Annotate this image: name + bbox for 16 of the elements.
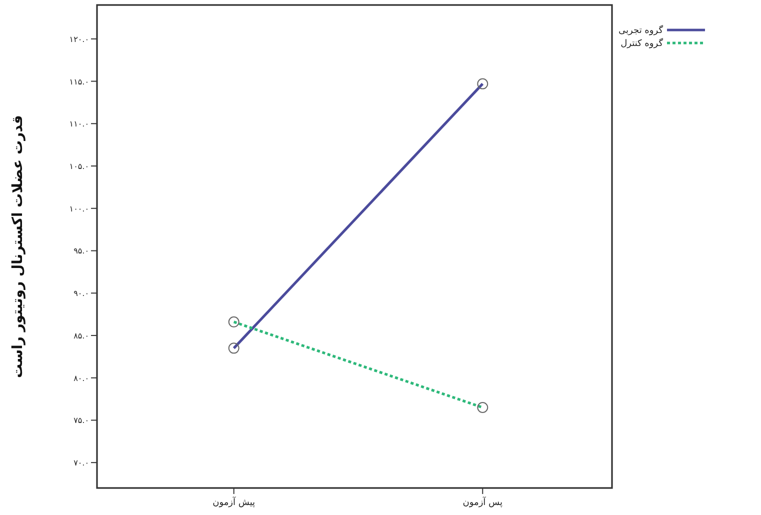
- legend-label: گروه کنترل: [620, 37, 664, 49]
- y-tick-label: ۹۵.۰: [74, 246, 89, 256]
- y-tick-label: ۱۰۰.۰: [69, 204, 89, 214]
- y-tick-label: ۸۵.۰: [74, 331, 89, 340]
- y-tick-label: ۱۱۰.۰: [69, 120, 89, 129]
- y-tick-label: ۱۲۰.۰: [69, 34, 89, 44]
- y-tick-label: ۷۰.۰: [74, 458, 89, 468]
- x-tick-label: پس آزمون: [462, 496, 503, 508]
- y-tick-label: ۱۱۵.۰: [69, 77, 89, 86]
- y-tick-label: ۱۰۵.۰: [69, 162, 89, 171]
- x-tick-label: پیش آزمون: [212, 496, 256, 508]
- y-axis-title: قدرت عضلات اکسترنال روتیتور راست: [10, 115, 26, 378]
- y-tick-label: ۷۵.۰: [74, 416, 89, 426]
- legend-label: گروه تجربی: [618, 24, 664, 36]
- y-tick-label: ۸۰.۰: [74, 374, 89, 383]
- y-tick-label: ۹۰.۰: [74, 289, 89, 298]
